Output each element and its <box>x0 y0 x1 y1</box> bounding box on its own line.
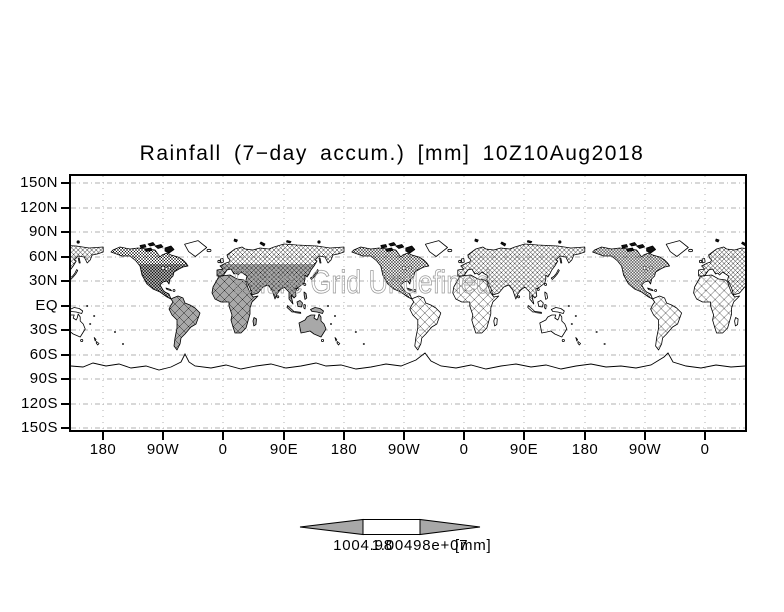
lat-label: 90N <box>28 223 58 240</box>
colorbar <box>299 518 481 536</box>
lat-tick <box>61 427 69 429</box>
lon-label: 0 <box>459 441 469 458</box>
colorbar-left-arrow <box>299 518 364 536</box>
antarctica-coastline <box>71 352 745 371</box>
lat-label: 30S <box>29 321 58 338</box>
lat-label: 60N <box>28 248 58 265</box>
lat-tick <box>61 280 69 282</box>
lat-tick <box>61 378 69 380</box>
lon-label: 90E <box>509 441 539 458</box>
lat-tick <box>61 305 69 307</box>
lon-tick <box>584 432 586 440</box>
lon-tick <box>704 432 706 440</box>
lon-label: 90W <box>628 441 662 458</box>
lon-tick <box>102 432 104 440</box>
lon-label: 90W <box>387 441 421 458</box>
lat-label: 90S <box>29 370 58 387</box>
colorbar-units-label: [mm] <box>455 537 492 554</box>
lat-tick <box>61 207 69 209</box>
lat-label: EQ <box>35 297 58 314</box>
lat-label: 60S <box>29 346 58 363</box>
lon-label: 180 <box>571 441 599 458</box>
lon-label: 90W <box>146 441 180 458</box>
lat-label: 120N <box>20 199 58 216</box>
lat-label: 120S <box>20 395 58 412</box>
map-plot-frame: Entire Grid Undefined <box>69 174 747 432</box>
lon-tick <box>283 432 285 440</box>
colorbar-right-arrow <box>419 518 481 536</box>
lon-tick <box>644 432 646 440</box>
lon-label: 180 <box>330 441 358 458</box>
lat-tick <box>61 354 69 356</box>
lon-label: 0 <box>218 441 228 458</box>
world-copy-3 <box>592 238 745 351</box>
lat-label: 30N <box>28 272 58 289</box>
colorbar-max-label: 1.00498e+07 <box>371 537 469 554</box>
world-copy-partial <box>71 238 104 351</box>
lat-tick <box>61 329 69 331</box>
lat-tick <box>61 256 69 258</box>
lon-label: 0 <box>700 441 710 458</box>
lon-tick <box>523 432 525 440</box>
colorbar-min-label: 1004.98 <box>333 537 393 554</box>
world-map: Entire Grid Undefined <box>71 176 745 430</box>
lat-tick <box>61 231 69 233</box>
lat-label: 150S <box>20 419 58 436</box>
lat-tick <box>61 182 69 184</box>
lat-tick <box>61 403 69 405</box>
plot-title: Rainfall (7−day accum.) [mm] 10Z10Aug201… <box>139 142 645 165</box>
lon-tick <box>222 432 224 440</box>
lon-label: 180 <box>89 441 117 458</box>
lon-tick <box>343 432 345 440</box>
lon-label: 90E <box>269 441 299 458</box>
colorbar-box <box>362 519 421 535</box>
lat-label: 150N <box>20 174 58 191</box>
lon-tick <box>403 432 405 440</box>
gridlines <box>71 176 745 430</box>
lon-tick <box>463 432 465 440</box>
grid-undefined-watermark: Entire Grid Undefined <box>233 264 491 300</box>
lon-tick <box>162 432 164 440</box>
